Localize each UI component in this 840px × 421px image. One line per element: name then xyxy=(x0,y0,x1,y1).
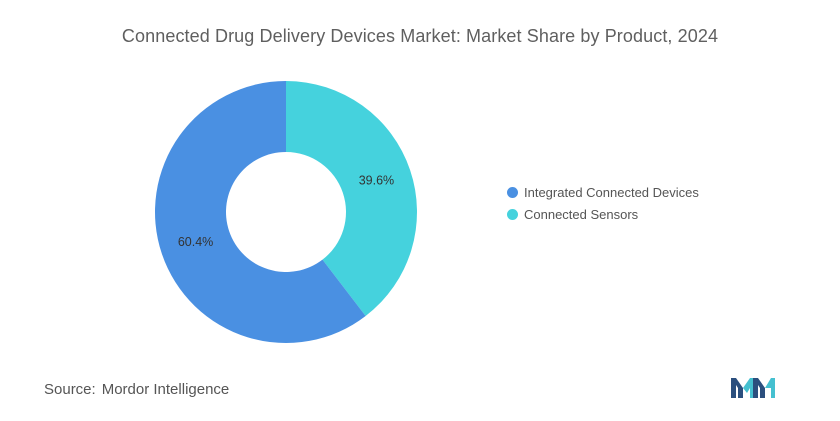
donut-slice-connected-sensors[interactable] xyxy=(286,81,417,317)
mordor-intelligence-logo-icon xyxy=(731,378,775,398)
legend-swatch xyxy=(507,186,518,198)
slice-value-label: 60.4% xyxy=(178,235,213,249)
donut-labels: 39.6% 60.4% xyxy=(178,174,394,249)
chart-legend: Integrated Connected Devices Connected S… xyxy=(507,181,699,225)
source-note: Source: Mordor Intelligence xyxy=(44,381,229,398)
legend-item-integrated-connected-devices[interactable]: Integrated Connected Devices xyxy=(507,181,699,203)
donut-slice-integrated-connected-devices[interactable] xyxy=(155,81,366,343)
chart-title: Connected Drug Delivery Devices Market: … xyxy=(121,26,719,46)
legend-item-connected-sensors[interactable]: Connected Sensors xyxy=(507,203,699,225)
legend-label: Connected Sensors xyxy=(524,206,639,222)
slice-value-label: 39.6% xyxy=(359,174,394,188)
legend-label: Integrated Connected Devices xyxy=(524,184,699,200)
legend-swatch xyxy=(507,208,518,220)
donut-slices xyxy=(155,81,417,343)
source-value: Mordor Intelligence xyxy=(101,381,230,398)
source-label: Source: xyxy=(44,381,96,398)
